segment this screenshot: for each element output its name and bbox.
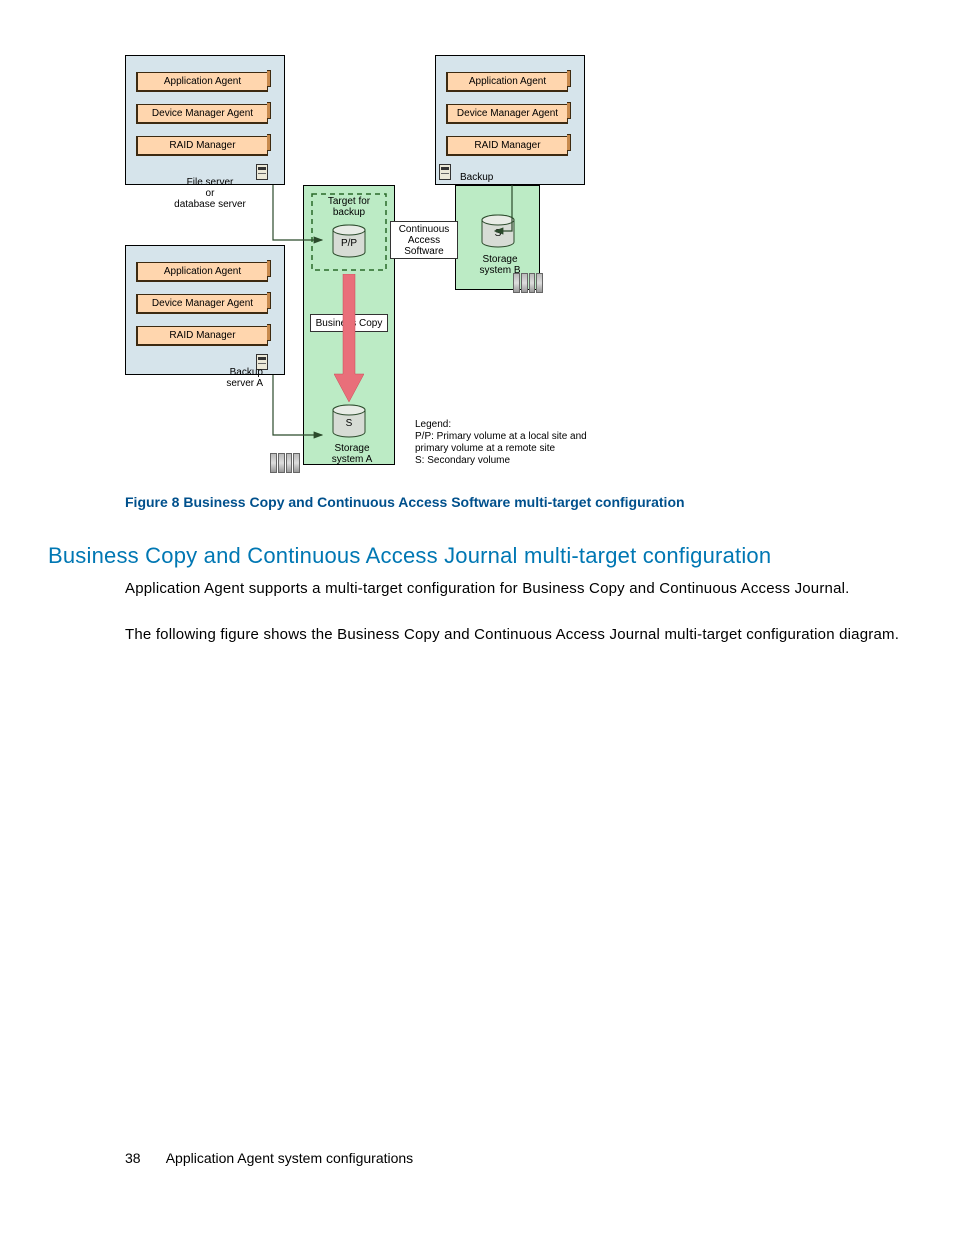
connector-arrows: [125, 55, 625, 475]
page-footer: 38 Application Agent system configuratio…: [125, 1150, 413, 1166]
section-heading: Business Copy and Continuous Access Jour…: [48, 543, 771, 569]
figure-caption: Figure 8 Business Copy and Continuous Ac…: [125, 494, 685, 510]
legend-line: primary volume at a remote site: [415, 443, 587, 455]
footer-title: Application Agent system configurations: [166, 1150, 413, 1166]
legend-title: Legend:: [415, 419, 587, 431]
body-paragraph: The following figure shows the Business …: [125, 625, 915, 645]
legend-line: S: Secondary volume: [415, 455, 587, 467]
legend-line: P/P: Primary volume at a local site and: [415, 431, 587, 443]
figure-diagram: Application Agent Device Manager Agent R…: [125, 55, 625, 480]
page-number: 38: [125, 1150, 141, 1166]
body-paragraph: Application Agent supports a multi-targe…: [125, 579, 915, 599]
legend: Legend: P/P: Primary volume at a local s…: [415, 419, 587, 467]
